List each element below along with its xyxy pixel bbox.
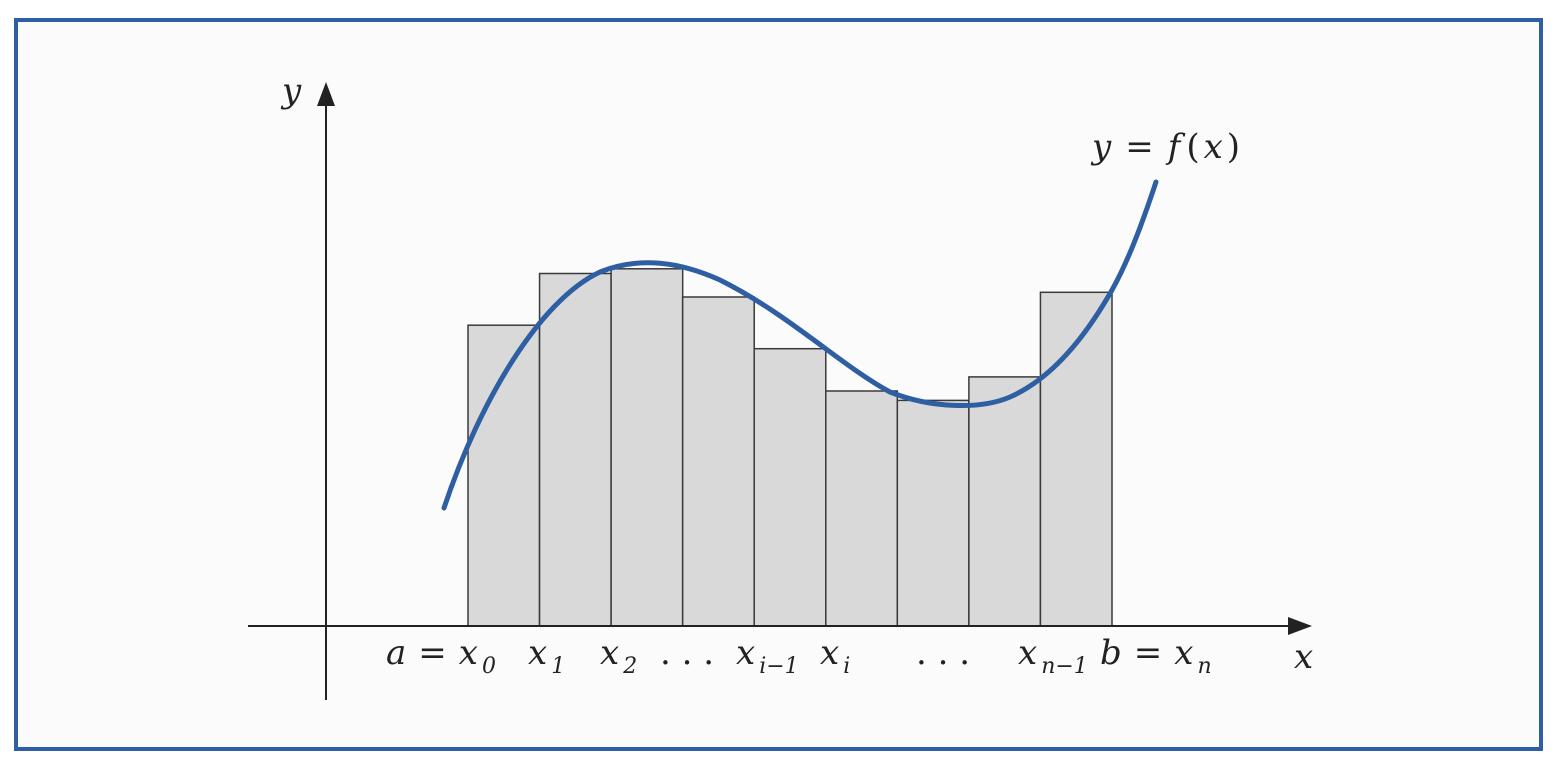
curve-label-eq: = <box>1125 127 1154 167</box>
tick-xim1-sub: i−1 <box>759 654 798 679</box>
tick-x0-base: x <box>459 633 478 673</box>
tick-label-dots-2: . . . <box>916 633 970 673</box>
x-axis-arrow-icon <box>1288 617 1312 635</box>
rectangles-group <box>467 268 1113 627</box>
tick-label-a-x0: a = x 0 <box>386 633 496 679</box>
x-axis-label: x <box>1294 637 1313 677</box>
tick-x0-sub: 0 <box>482 654 496 679</box>
rectangle-4 <box>681 296 755 627</box>
tick-label-b-xn: b = x n <box>1100 633 1212 679</box>
tick-label-xi: x i <box>820 633 850 679</box>
tick-label-x2: x 2 <box>600 633 637 679</box>
rectangle-7 <box>896 399 970 627</box>
tick-a-letter: a <box>386 633 406 673</box>
tick-label-xi-minus-1: x i−1 <box>736 633 799 679</box>
curve-label-x: x <box>1204 127 1223 167</box>
curve-label-open: ( <box>1186 127 1199 167</box>
tick-xnm1-sub: n−1 <box>1041 654 1088 679</box>
tick-xi-base: x <box>820 633 839 673</box>
tick-b-eq: = <box>1134 633 1163 673</box>
rectangle-5 <box>753 347 827 627</box>
curve-label: y = f ( x ) <box>1090 127 1240 167</box>
tick-x1-sub: 1 <box>551 654 565 679</box>
rectangle-8 <box>968 376 1042 627</box>
tick-label-dots-1: . . . <box>660 633 714 673</box>
tick-a-eq: = <box>418 633 447 673</box>
rectangle-3 <box>610 268 684 627</box>
curve-label-f: f <box>1165 127 1186 167</box>
y-axis-arrow-icon <box>317 82 335 106</box>
tick-x2-sub: 2 <box>622 654 637 679</box>
tick-xnm1-base: x <box>1018 633 1037 673</box>
tick-xim1-base: x <box>736 633 755 673</box>
curve-label-y: y <box>1090 127 1112 167</box>
curve-label-close: ) <box>1227 127 1240 167</box>
tick-x2-base: x <box>600 633 619 673</box>
tick-x1-base: x <box>528 633 547 673</box>
rectangle-6 <box>825 390 899 627</box>
tick-xi-sub: i <box>843 654 850 679</box>
function-curve <box>441 179 1159 511</box>
tick-xn-sub: n <box>1197 654 1211 679</box>
rectangle-9 <box>1039 291 1113 627</box>
y-axis-label: y <box>280 71 302 111</box>
tick-label-xn-minus-1: x n−1 <box>1018 633 1088 679</box>
tick-label-x1: x 1 <box>528 633 565 679</box>
tick-b-letter: b <box>1100 633 1122 673</box>
tick-xn-base: x <box>1174 633 1193 673</box>
rectangle-2 <box>538 272 612 627</box>
